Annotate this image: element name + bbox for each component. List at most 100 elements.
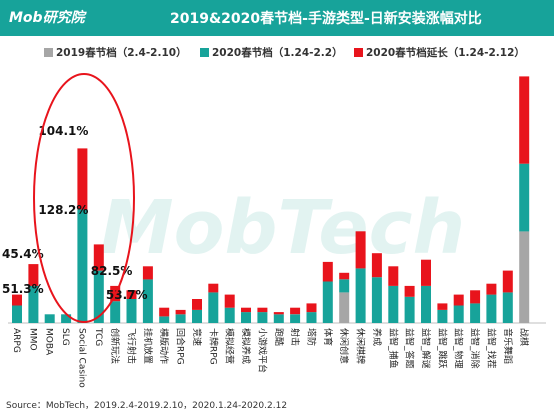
bar-2020-26 — [421, 285, 431, 323]
bar-2020-extension-2 — [28, 264, 39, 286]
bar-2020-25 — [404, 296, 415, 323]
bar-2020-extension-6 — [93, 244, 104, 271]
category-label-26: 益智_解谜 — [420, 328, 432, 369]
bar-2020-extension-26 — [421, 259, 431, 286]
legend-label-2020-extension: 2020春节档延长（1.24-2.12） — [366, 47, 525, 59]
category-label-10: 横版动作 — [158, 328, 170, 364]
bar-2020-24 — [388, 285, 399, 323]
bar-2020-20 — [322, 281, 333, 323]
bar-2020-29 — [470, 303, 481, 323]
category-label-29: 益智_消除 — [469, 328, 481, 369]
bar-2020-22 — [355, 268, 366, 323]
bar-2020-32 — [519, 163, 530, 232]
bar-2020-30 — [486, 294, 497, 323]
growth-annotation-1: 104.1% — [38, 124, 88, 138]
chart-title: 2019&2020春节档-手游类型-日新安装涨幅对比 — [170, 11, 482, 27]
bar-2020-16 — [257, 312, 268, 323]
legend-item-2020-extension: 2020春节档延长（1.24-2.12） — [354, 45, 525, 60]
bar-2020-28 — [453, 305, 464, 323]
bar-2020-11 — [175, 314, 186, 323]
growth-annotation-3: 82.5% — [91, 264, 133, 278]
bar-2020-5 — [77, 209, 88, 323]
category-label-15: 模拟养成 — [240, 328, 252, 364]
category-label-3: MOBA — [44, 328, 54, 356]
bar-2020-extension-9 — [142, 266, 153, 280]
category-label-7: 创新玩法 — [109, 328, 121, 364]
category-label-16: 小游戏平台 — [256, 328, 268, 373]
bar-2020-extension-17 — [273, 312, 284, 315]
bar-2020-extension-23 — [371, 253, 382, 278]
bar-2019-32 — [519, 231, 530, 323]
category-label-22: 休闲棋牌 — [355, 328, 367, 364]
legend-label-2020: 2020春节档（1.24-2.2） — [212, 47, 343, 59]
category-label-6: TCG — [93, 327, 103, 346]
chart-legend: 2019春节档（2.4-2.10） 2020春节档（1.24-2.2） 2020… — [44, 45, 544, 61]
bar-2020-extension-30 — [486, 283, 497, 295]
legend-label-2019: 2019春节档（2.4-2.10） — [56, 47, 187, 59]
bar-2020-3 — [44, 314, 55, 323]
bar-2020-extension-24 — [388, 266, 399, 286]
header-bar: Mob研究院 2019&2020春节档-手游类型-日新安装涨幅对比 — [0, 0, 554, 36]
bar-2020-extension-12 — [192, 299, 202, 310]
bar-2020-18 — [290, 314, 301, 323]
growth-annotation-4: 45.4% — [2, 247, 44, 261]
bar-2020-7 — [110, 301, 121, 323]
bar-2020-14 — [224, 307, 235, 323]
category-label-21: 休闲创意 — [338, 328, 350, 364]
bar-2020-extension-22 — [355, 231, 366, 269]
growth-annotation-2: 128.2% — [38, 203, 88, 217]
category-label-8: 飞行射击 — [126, 328, 138, 364]
category-label-19: 塔防 — [306, 328, 318, 346]
bar-2020-extension-16 — [257, 307, 268, 313]
bar-2020-15 — [241, 312, 251, 323]
category-label-17: 跑酷 — [273, 328, 285, 346]
bar-2020-21 — [339, 279, 350, 293]
category-label-13: 卡牌RPG — [207, 328, 219, 365]
category-label-23: 养成 — [371, 328, 383, 346]
bar-2020-extension-19 — [306, 303, 317, 313]
category-label-30: 益智_找茬 — [485, 328, 497, 369]
category-label-4: SLG — [60, 328, 70, 346]
category-label-12: 竞速 — [191, 328, 203, 346]
category-label-32: 战棋 — [518, 328, 530, 346]
legend-swatch-2020-extension — [354, 48, 363, 57]
growth-annotation-5: 51.3% — [2, 282, 44, 296]
bar-2020-8 — [126, 299, 137, 323]
bar-2020-extension-27 — [437, 303, 448, 310]
bar-2020-extension-15 — [241, 307, 251, 313]
bar-2020-extension-14 — [224, 294, 235, 308]
bar-2020-extension-25 — [404, 285, 415, 297]
bar-2020-19 — [306, 312, 317, 323]
category-label-9: 挂机放置 — [142, 328, 154, 364]
bar-2020-extension-29 — [470, 290, 481, 304]
bar-2020-extension-13 — [208, 283, 219, 293]
category-label-5: Social Casino — [76, 328, 86, 388]
bar-2020-extension-21 — [339, 272, 350, 280]
bar-2020-10 — [159, 316, 170, 323]
legend-swatch-2019 — [44, 48, 53, 57]
category-label-20: 体育 — [322, 328, 334, 346]
bar-2020-4 — [61, 314, 72, 323]
bar-2020-31 — [502, 292, 513, 323]
bar-2020-extension-5 — [77, 148, 88, 210]
category-label-14: 模拟经营 — [224, 328, 236, 364]
bar-2020-extension-20 — [322, 261, 333, 282]
bar-2020-extension-1 — [12, 294, 22, 306]
category-label-27: 益智_跳跃 — [436, 328, 448, 369]
bar-2020-extension-18 — [290, 307, 301, 315]
bar-2020-2 — [28, 285, 39, 323]
bar-2020-23 — [371, 277, 382, 323]
bar-2020-6 — [93, 270, 104, 323]
bar-2020-13 — [208, 292, 219, 323]
bar-2020-extension-8 — [126, 290, 137, 299]
bar-2020-12 — [192, 309, 202, 323]
bar-2020-extension-32 — [519, 76, 530, 164]
category-label-24: 益智_捕鱼 — [387, 328, 399, 369]
bar-2020-17 — [273, 314, 284, 323]
category-label-2: MMO — [27, 328, 37, 351]
category-label-11: 回合RPG — [175, 328, 187, 365]
bar-2020-27 — [437, 309, 448, 323]
bar-2019-21 — [339, 292, 350, 323]
bar-2020-extension-28 — [453, 294, 464, 306]
